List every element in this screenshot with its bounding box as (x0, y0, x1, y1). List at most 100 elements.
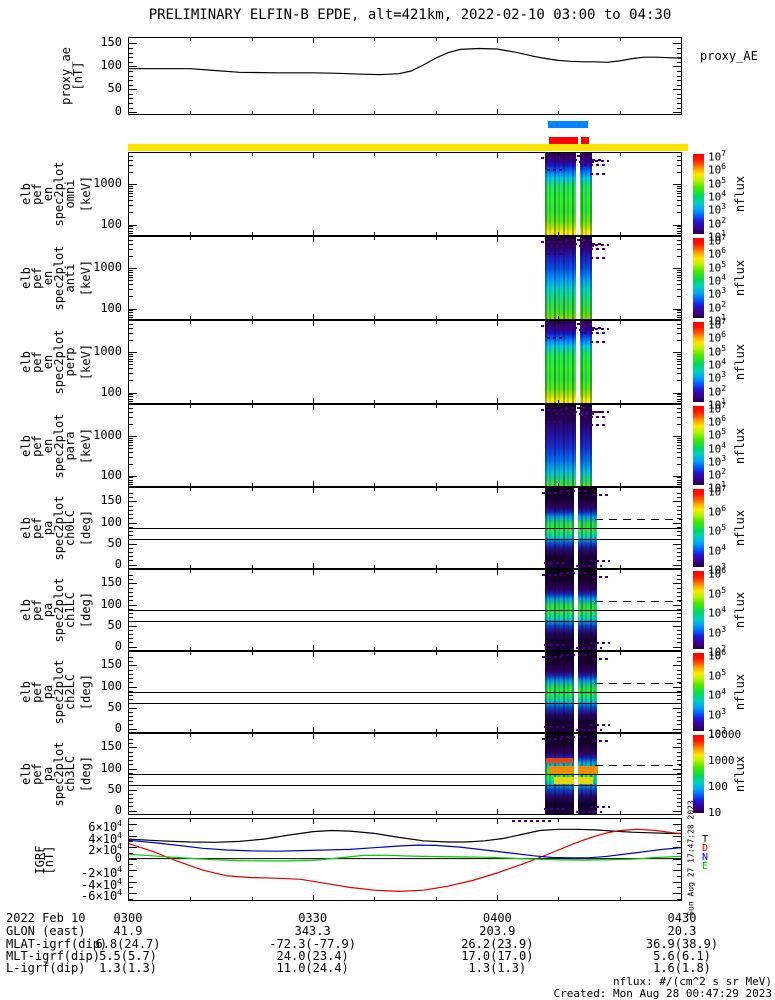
axis-tick (129, 682, 133, 684)
ytick-label: 100 (100, 467, 122, 482)
axis-label-line: anti (63, 263, 77, 293)
axis-tick (558, 153, 560, 156)
axis-tick (677, 481, 681, 483)
noise-speckle (590, 256, 607, 259)
axis-tick (129, 224, 137, 226)
ytick-label: 1000 (93, 427, 122, 442)
axis-tick (313, 570, 314, 575)
axis-label-line: ch3LC (63, 755, 77, 793)
noise-speckle (583, 163, 606, 166)
noise-speckle (565, 323, 596, 326)
axis-tick (673, 604, 681, 606)
ytick-label: 150 (100, 493, 122, 508)
noise-speckle (559, 653, 590, 656)
axis-tick (251, 400, 253, 403)
axis-tick (677, 539, 681, 541)
colorbar-tick-label: 103 (708, 562, 727, 577)
axis-tick (129, 205, 133, 207)
axis-tick (313, 809, 314, 814)
axis-tick (673, 646, 681, 648)
axis-tick (129, 411, 133, 413)
axis-tick (129, 526, 133, 528)
axis-tick (497, 321, 498, 326)
noise-speckle (547, 169, 566, 172)
axis-tick (619, 237, 621, 240)
axis-tick (677, 310, 681, 312)
axis-tick (497, 314, 498, 319)
burst-texture (545, 237, 592, 319)
axis-tick (673, 686, 681, 688)
ytick-label: 4×104 (88, 830, 122, 846)
axis-tick (619, 652, 621, 655)
axis-tick (374, 400, 376, 403)
axis-tick (129, 380, 133, 382)
colorbar-tick-label: 104 (708, 605, 727, 620)
axis-tick (129, 274, 133, 276)
axis-tick (677, 755, 681, 757)
axis-tick (129, 887, 133, 889)
colorbar-tick-label: 106 (708, 162, 727, 177)
axis-tick (677, 657, 681, 659)
axis-tick (129, 186, 133, 188)
ephemeris-value: 24.0(23.4) (276, 949, 349, 963)
axis-tick (129, 228, 133, 230)
axis-tick (677, 673, 681, 675)
axis-tick (129, 226, 133, 228)
axis-tick (673, 435, 681, 437)
axis-tick (129, 785, 133, 787)
axis-tick (673, 824, 681, 826)
noise-speckle (576, 810, 603, 813)
axis-tick (677, 394, 681, 396)
axis-tick (129, 547, 133, 549)
axis-tick (129, 352, 137, 354)
axis-tick (129, 308, 137, 310)
axis-tick (497, 398, 498, 403)
axis-label-line: [deg] (79, 673, 93, 711)
axis-tick (129, 477, 133, 479)
axis-tick (129, 893, 137, 895)
axis-tick (677, 396, 681, 398)
colorbar-tick-label: 102 (708, 383, 727, 399)
ephemeris-value: 5.5(5.7) (99, 949, 157, 963)
axis-tick (129, 61, 133, 63)
axis-tick (129, 764, 133, 766)
axis-tick (677, 638, 681, 640)
axis-label-line: [deg] (79, 509, 93, 547)
axis-tick (677, 416, 681, 418)
colorbar-title: nflux (733, 591, 747, 629)
axis-tick (129, 364, 133, 366)
axis-tick (673, 268, 681, 270)
noise-speckle (595, 327, 610, 330)
axis-tick (374, 652, 376, 655)
ytick-label: 50 (107, 781, 122, 796)
axis-tick (129, 80, 133, 82)
axis-tick (677, 720, 681, 722)
colorbar-tick-label: 105 (708, 523, 727, 538)
axis-tick (677, 802, 681, 804)
axis-tick (251, 897, 253, 900)
anti-loss-cone-dashed-line (595, 601, 681, 603)
burst-data-gap (573, 734, 578, 814)
axis-tick (129, 898, 133, 900)
colorbar-tick-label: 106 (708, 503, 727, 519)
axis-tick (374, 321, 376, 324)
axis-tick (435, 111, 437, 114)
axis-tick (673, 352, 681, 354)
axis-tick (129, 847, 137, 849)
ytick-label: 100 (100, 514, 122, 529)
axis-tick (129, 398, 133, 400)
axis-tick (677, 560, 681, 562)
ytick-label: 6×104 (88, 819, 122, 835)
axis-tick (673, 224, 681, 226)
axis-tick (129, 870, 137, 872)
axis-tick (497, 109, 498, 114)
axis-tick (619, 819, 621, 822)
axis-tick (558, 647, 560, 650)
axis-tick (435, 38, 437, 41)
axis-tick (673, 583, 681, 585)
axis-tick (129, 587, 133, 589)
axis-tick (313, 895, 314, 900)
axis-tick (673, 768, 681, 770)
axis-tick (129, 196, 133, 198)
axis-tick (677, 781, 681, 783)
